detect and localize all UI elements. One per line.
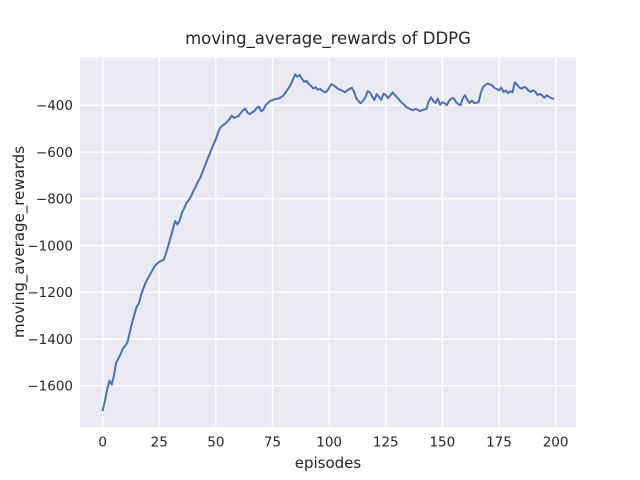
- x-tick-label: 100: [316, 435, 342, 451]
- y-tick-labels: −400 −600 −800 −1000 −1200 −1400 −1600: [27, 98, 73, 395]
- x-tick-label: 125: [373, 435, 399, 451]
- x-tick-label: 150: [429, 435, 455, 451]
- x-tick-label: 175: [486, 435, 512, 451]
- gridlines: [80, 57, 576, 428]
- y-tick-label: −1400: [27, 332, 73, 348]
- x-tick-label: 50: [207, 435, 224, 451]
- y-tick-label: −400: [36, 98, 73, 114]
- reward-line: [101, 73, 555, 412]
- x-axis-label: episodes: [295, 454, 362, 472]
- y-tick-label: −1600: [27, 379, 73, 395]
- x-tick-label: 200: [543, 435, 569, 451]
- y-axis-label: moving_average_rewards: [10, 146, 29, 338]
- y-tick-label: −800: [36, 192, 73, 208]
- x-tick-label: 25: [151, 435, 168, 451]
- x-tick-label: 75: [264, 435, 281, 451]
- chart-title: moving_average_rewards of DDPG: [185, 29, 471, 49]
- y-tick-label: −600: [36, 145, 73, 161]
- x-tick-labels: 0 25 50 75 100 125 150 175 200: [98, 435, 568, 451]
- y-tick-label: −1000: [27, 238, 73, 254]
- y-tick-label: −1200: [27, 285, 73, 301]
- plot-area: [80, 57, 576, 428]
- x-tick-label: 0: [98, 435, 107, 451]
